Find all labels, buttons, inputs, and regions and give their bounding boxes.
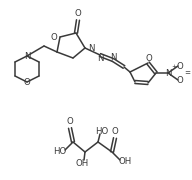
- Text: O: O: [24, 78, 30, 87]
- Text: N: N: [97, 53, 103, 62]
- Text: O: O: [50, 33, 57, 42]
- Text: −: −: [184, 69, 190, 75]
- Text: +: +: [171, 64, 176, 70]
- Text: O: O: [67, 116, 73, 125]
- Text: O: O: [75, 8, 81, 17]
- Text: O: O: [177, 75, 183, 84]
- Text: N: N: [24, 51, 30, 60]
- Text: N: N: [165, 69, 171, 78]
- Text: O: O: [177, 62, 183, 71]
- Text: O: O: [146, 53, 152, 62]
- Text: OH: OH: [75, 159, 89, 168]
- Text: −: −: [184, 71, 190, 77]
- Text: OH: OH: [118, 158, 132, 166]
- Text: N: N: [88, 44, 94, 53]
- Text: HO: HO: [95, 127, 109, 136]
- Text: O: O: [112, 127, 118, 136]
- Text: N: N: [110, 53, 116, 62]
- Text: HO: HO: [53, 147, 67, 156]
